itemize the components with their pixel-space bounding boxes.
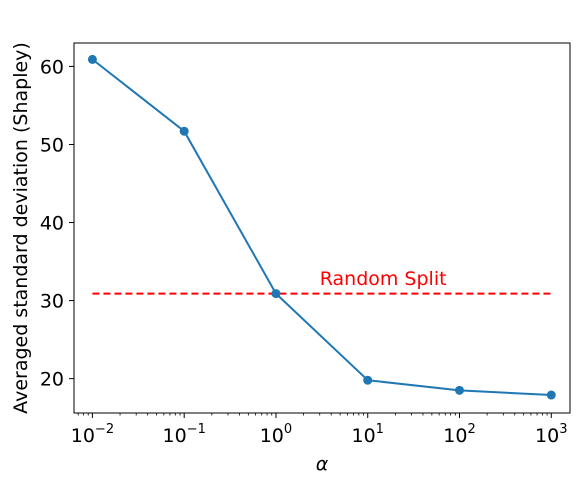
y-tick-label: 50	[40, 134, 64, 156]
x-tick-label-exponent: 3	[559, 422, 567, 437]
y-tick-label: 20	[40, 369, 64, 391]
x-tick-label-base: 10	[351, 425, 375, 447]
random-split-label: Random Split	[320, 268, 447, 290]
data-point	[271, 289, 281, 299]
data-point	[179, 126, 189, 136]
plot-area	[73, 42, 571, 414]
x-tick-label-base: 10	[535, 425, 559, 447]
y-tick-label: 60	[40, 56, 64, 78]
x-tick-label-base: 10	[163, 425, 187, 447]
x-tick-label: 101	[351, 422, 383, 447]
x-tick-label-exponent: 2	[467, 422, 475, 437]
x-tick-label-base: 10	[71, 425, 95, 447]
x-tick-label: 100	[260, 422, 292, 447]
data-point	[454, 385, 464, 395]
x-tick-label-exponent: −2	[95, 422, 114, 437]
x-tick-label-exponent: −1	[187, 422, 206, 437]
x-tick-label: 10−2	[71, 422, 114, 447]
x-axis: 10−2 10−1 100 101 102 103	[71, 413, 568, 447]
y-tick-label: 30	[40, 291, 64, 313]
y-tick-label: 40	[40, 213, 64, 235]
data-point	[87, 54, 97, 64]
x-tick-label-exponent: 1	[376, 422, 384, 437]
series-line	[91, 58, 552, 397]
y-axis: 20 30 40 50 60	[40, 56, 74, 391]
x-tick-label-base: 10	[443, 425, 467, 447]
x-tick-label-exponent: 0	[284, 422, 292, 437]
x-axis-label: α	[316, 453, 329, 475]
data-point	[363, 375, 373, 385]
x-tick-label: 102	[443, 422, 475, 447]
series-layer	[87, 54, 556, 400]
x-tick-label: 103	[535, 422, 567, 447]
x-tick-label-base: 10	[260, 425, 284, 447]
data-point	[546, 390, 556, 400]
y-axis-label: Averaged standard deviation (Shapley)	[10, 42, 32, 414]
x-tick-label: 10−1	[163, 422, 206, 447]
